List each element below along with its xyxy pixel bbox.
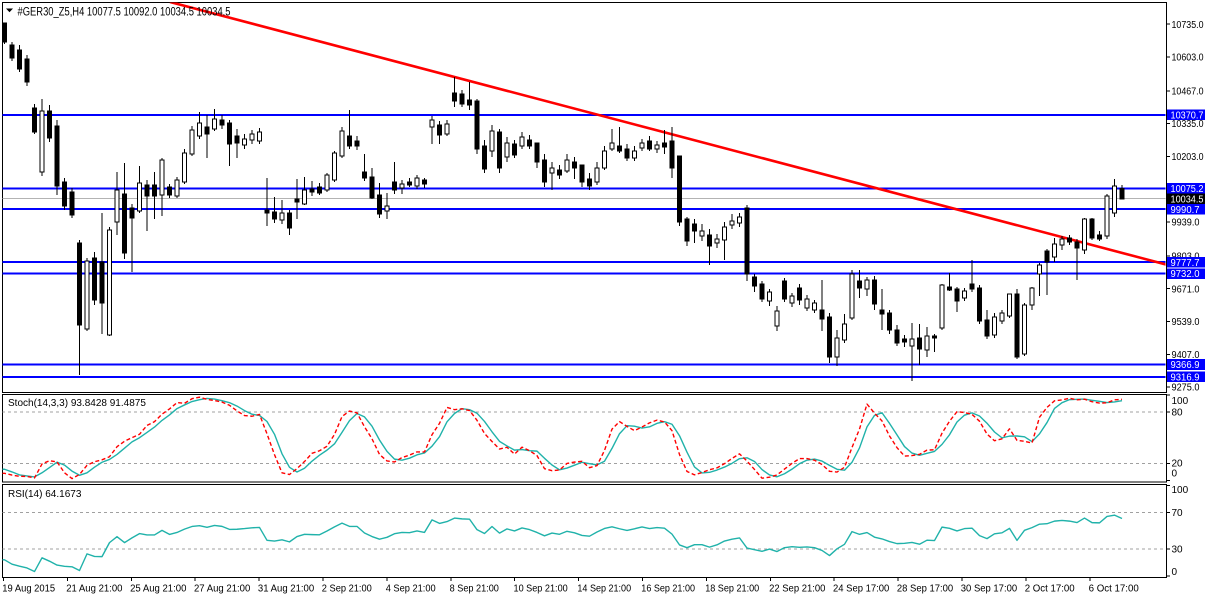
svg-text:9539.0: 9539.0 [1172,317,1200,328]
svg-text:9366.9: 9366.9 [1171,360,1200,371]
svg-text:25 Aug 21:00: 25 Aug 21:00 [130,584,187,595]
svg-text:10335.0: 10335.0 [1172,119,1204,130]
svg-text:24 Sep 17:00: 24 Sep 17:00 [833,584,890,595]
svg-text:31 Aug 21:00: 31 Aug 21:00 [258,584,315,595]
svg-text:30 Sep 17:00: 30 Sep 17:00 [961,584,1018,595]
svg-text:#GER30_Z5,H4 10077.5 10092.0: #GER30_Z5,H4 10077.5 10092.0 10034.5 100… [18,7,231,19]
svg-text:27 Aug 21:00: 27 Aug 21:00 [194,584,251,595]
svg-text:10370.7: 10370.7 [1171,111,1204,122]
svg-text:2 Oct 17:00: 2 Oct 17:00 [1025,584,1075,595]
svg-text:10075.2: 10075.2 [1171,184,1204,195]
svg-text:70: 70 [1172,508,1184,519]
svg-text:4 Sep 21:00: 4 Sep 21:00 [386,584,436,595]
svg-text:9275.0: 9275.0 [1172,383,1200,394]
svg-text:20: 20 [1172,459,1184,470]
svg-text:9777.7: 9777.7 [1171,258,1200,269]
svg-text:9732.0: 9732.0 [1171,269,1200,280]
svg-text:19 Aug 2015: 19 Aug 2015 [2,584,55,595]
svg-text:6 Oct 17:00: 6 Oct 17:00 [1089,584,1140,595]
svg-text:14 Sep 21:00: 14 Sep 21:00 [577,584,631,595]
svg-text:18 Sep 21:00: 18 Sep 21:00 [705,584,759,595]
svg-text:10603.0: 10603.0 [1172,53,1204,64]
svg-text:30: 30 [1172,545,1184,556]
svg-text:21 Aug 21:00: 21 Aug 21:00 [66,584,123,595]
svg-text:2 Sep 21:00: 2 Sep 21:00 [322,584,372,595]
svg-text:16 Sep 21:00: 16 Sep 21:00 [641,584,695,595]
svg-text:0: 0 [1172,468,1178,479]
svg-text:9990.7: 9990.7 [1171,205,1200,216]
svg-text:100: 100 [1172,396,1189,407]
svg-text:22 Sep 21:00: 22 Sep 21:00 [769,584,826,595]
svg-text:80: 80 [1172,407,1184,418]
svg-text:Stoch(14,3,3) 93.8428 91.4875: Stoch(14,3,3) 93.8428 91.4875 [8,398,146,409]
svg-text:RSI(14) 64.1673: RSI(14) 64.1673 [8,489,82,500]
svg-text:9316.9: 9316.9 [1171,373,1200,384]
svg-text:9407.0: 9407.0 [1172,350,1200,361]
svg-text:9671.0: 9671.0 [1172,284,1200,295]
svg-text:10 Sep 21:00: 10 Sep 21:00 [514,584,569,595]
svg-text:0: 0 [1172,567,1178,578]
svg-text:100: 100 [1172,485,1189,496]
svg-text:8 Sep 21:00: 8 Sep 21:00 [450,584,500,595]
svg-text:10467.0: 10467.0 [1172,86,1204,97]
svg-text:9939.0: 9939.0 [1172,218,1200,229]
svg-text:28 Sep 17:00: 28 Sep 17:00 [897,584,954,595]
svg-text:10034.5: 10034.5 [1171,195,1204,206]
svg-text:10735.0: 10735.0 [1172,20,1204,31]
svg-text:10203.0: 10203.0 [1172,152,1204,163]
